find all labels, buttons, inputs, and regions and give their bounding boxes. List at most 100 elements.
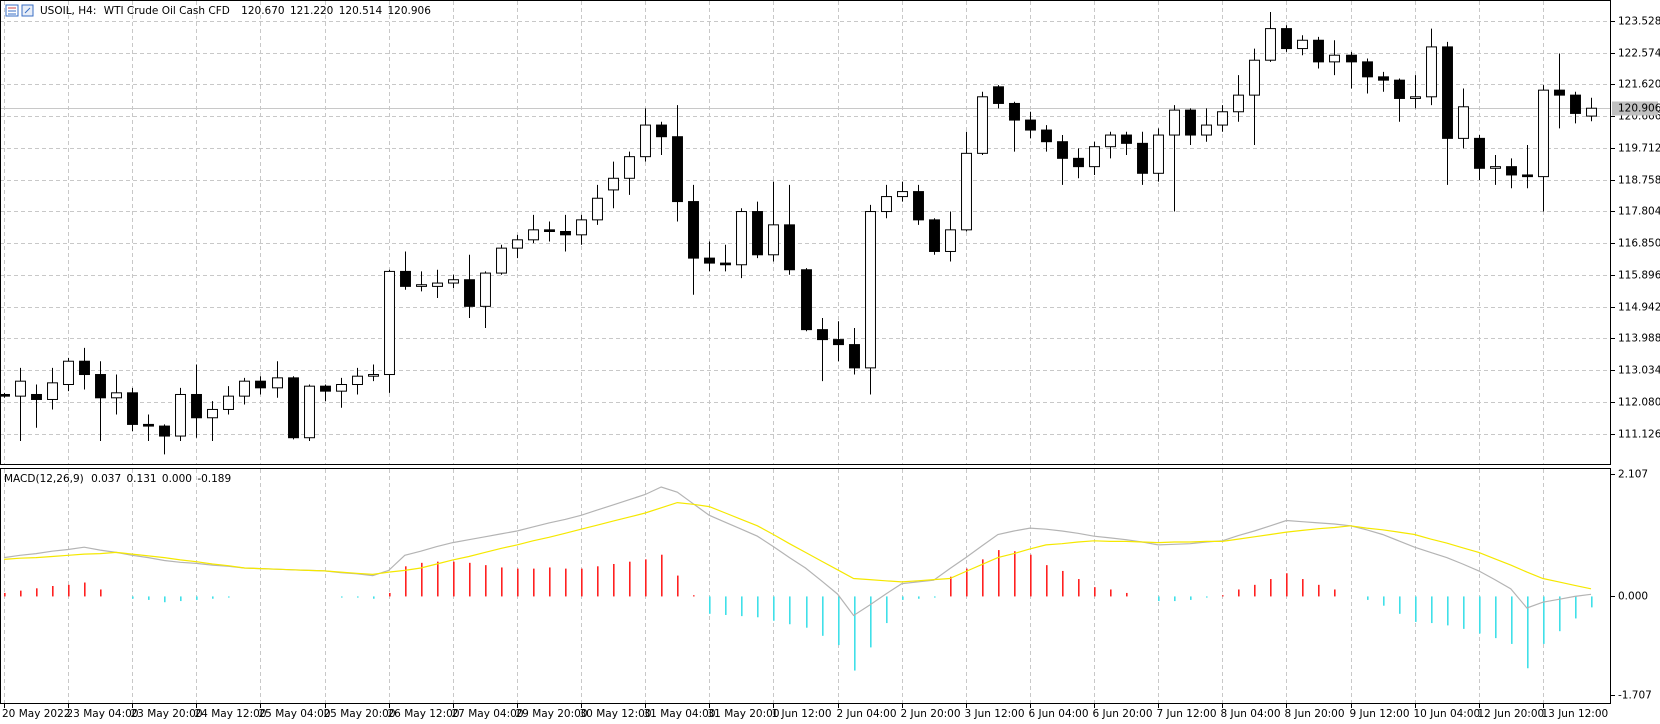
y-tick-label: 113.034 — [1618, 365, 1660, 377]
histogram-bar — [597, 566, 599, 597]
histogram-bar — [1463, 596, 1465, 629]
candle-body — [464, 279, 475, 307]
candle-body — [1570, 94, 1581, 114]
x-tick-label: 6 Jun 04:00 — [1029, 708, 1089, 720]
histogram-bar — [421, 562, 423, 597]
candle-body — [993, 86, 1004, 104]
candle-body — [1185, 109, 1196, 136]
candle-body — [576, 219, 587, 236]
histogram-bar — [1222, 595, 1224, 597]
x-tick-label: 23 May 20:00 — [131, 708, 203, 720]
candle-body — [175, 393, 186, 437]
histogram-bar — [693, 595, 695, 597]
histogram-bar — [1591, 596, 1593, 608]
histogram-bar — [1206, 596, 1208, 598]
histogram-bar — [918, 596, 920, 599]
histogram-bar — [405, 566, 407, 597]
candle-body — [191, 393, 202, 419]
candle-body — [448, 279, 459, 284]
candle-body — [1105, 134, 1116, 148]
candle-body — [656, 124, 667, 138]
candle-body — [688, 201, 699, 259]
candle-body — [288, 377, 299, 439]
candle-body — [1554, 89, 1565, 96]
y-tick-label: 121.620 — [1618, 79, 1660, 91]
histogram-bar — [1126, 592, 1128, 597]
x-tick-label: 30 May 12:00 — [580, 708, 652, 720]
candle-body — [95, 374, 106, 399]
histogram-bar — [533, 568, 535, 597]
candle-body — [1522, 174, 1533, 178]
y-tick-label: 123.528 — [1618, 16, 1660, 28]
histogram-bar — [453, 561, 455, 597]
candle-body — [400, 270, 411, 287]
histogram-bar — [36, 588, 38, 597]
histogram-bar — [789, 596, 791, 625]
candle-body — [608, 177, 619, 191]
histogram-bar — [68, 584, 70, 597]
candle-body — [1153, 134, 1164, 174]
candle-body — [1089, 146, 1100, 168]
y-tick-label: 117.804 — [1618, 206, 1660, 218]
histogram-bar — [1511, 596, 1513, 644]
x-tick-label: 2 Jun 04:00 — [837, 708, 897, 720]
candle-body — [320, 385, 331, 392]
histogram-bar — [164, 596, 166, 603]
histogram-bar — [1527, 596, 1529, 669]
histogram-bar — [20, 590, 22, 597]
histogram-bar — [645, 559, 647, 597]
histogram-bar — [1399, 596, 1401, 614]
y-tick-label: 119.712 — [1618, 143, 1660, 155]
histogram-bar — [1254, 584, 1256, 597]
x-tick-label: 7 Jun 12:00 — [1157, 708, 1217, 720]
price-pane-frame — [0, 0, 1611, 465]
histogram-bar — [4, 592, 6, 597]
candle-body — [592, 197, 603, 221]
candle-body — [47, 382, 58, 400]
ohlc-value: 120.514 — [339, 5, 383, 17]
x-tick-label: 3 Jun 12:00 — [965, 708, 1025, 720]
description: WTI Crude Oil Cash CFD — [104, 5, 230, 17]
histogram-bar — [1447, 596, 1449, 626]
candle-body — [752, 211, 763, 256]
histogram-bar — [1302, 579, 1304, 597]
y-tick-label: 114.942 — [1618, 302, 1660, 314]
candle-body — [223, 395, 234, 410]
histogram-bar — [212, 596, 214, 599]
histogram-bar — [870, 596, 872, 648]
candle-body — [384, 270, 395, 376]
candle-body — [1313, 39, 1324, 63]
candle-body — [1297, 39, 1308, 50]
y-tick-label: 113.988 — [1618, 333, 1660, 345]
histogram-bar — [709, 596, 711, 614]
histogram-bar — [998, 550, 1000, 597]
indicator-value: -0.189 — [197, 473, 231, 485]
mark-layer — [0, 11, 1597, 671]
candle-body — [63, 360, 74, 386]
ohlc-value: 120.670 — [241, 5, 284, 17]
histogram-bar — [1030, 554, 1032, 597]
candle-body — [1041, 129, 1052, 143]
candle-body — [1137, 142, 1148, 174]
histogram-bar — [1174, 596, 1176, 602]
candle-body — [1490, 166, 1501, 169]
candle-body — [897, 191, 908, 198]
candle-body — [143, 423, 154, 427]
candle-body — [272, 377, 283, 389]
y-tick-label: 116.850 — [1618, 238, 1660, 250]
histogram-bar — [84, 582, 86, 597]
histogram-bar — [1479, 596, 1481, 634]
histogram-bar — [741, 596, 743, 617]
candle-body — [1458, 106, 1469, 139]
histogram-bar — [1334, 589, 1336, 597]
candle-body — [1586, 107, 1597, 117]
last-price-label: 120.906 — [1618, 103, 1660, 115]
candle-body — [480, 272, 491, 307]
histogram-bar — [725, 596, 727, 615]
histogram-bar — [373, 596, 375, 599]
candle-body — [1249, 59, 1260, 96]
histogram-bar — [629, 561, 631, 597]
candle-body — [31, 393, 42, 400]
histogram-bar — [613, 563, 615, 597]
